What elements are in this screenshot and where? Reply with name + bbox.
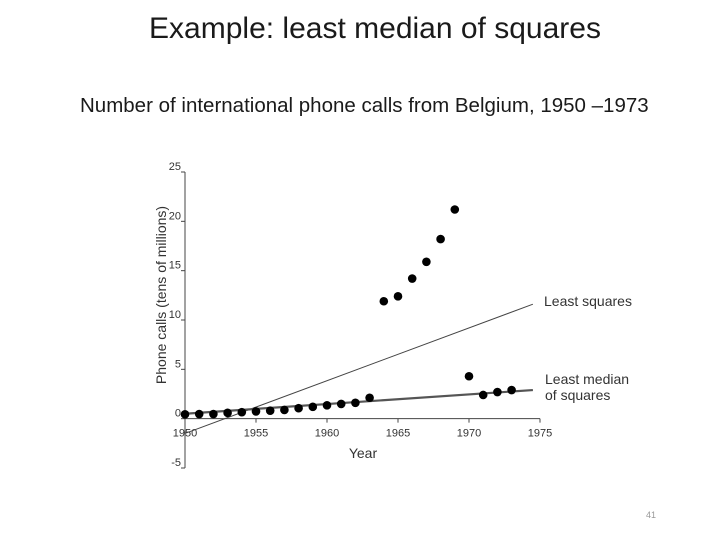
data-point (280, 405, 289, 415)
y-axis-title: Phone calls (tens of millions) (153, 206, 169, 384)
data-point (294, 403, 303, 413)
data-point (493, 387, 502, 397)
y-tick-label: -5 (171, 457, 181, 469)
data-point (209, 409, 218, 419)
least-squares-line (184, 303, 534, 434)
data-point (379, 296, 389, 306)
data-point (251, 407, 261, 416)
least-squares-label: Least squares (544, 293, 632, 309)
data-point (422, 257, 431, 267)
x-axis-title: Year (349, 445, 378, 461)
x-tick-label: 1965 (386, 428, 410, 440)
x-tick-label: 1970 (457, 428, 481, 440)
data-point (351, 398, 360, 408)
chart-axes: -5 0 5 10 15 20 25 1950 1955 1960 1965 1970 1975 Year… (153, 161, 552, 469)
data-points (180, 205, 516, 419)
y-tick-label: 25 (169, 161, 181, 173)
y-tick-label: 15 (169, 260, 181, 272)
data-point (265, 406, 275, 415)
x-tick-label: 1975 (528, 428, 552, 440)
data-point (223, 408, 232, 418)
data-point (478, 390, 488, 400)
x-tick-label: 1955 (244, 428, 268, 440)
data-point (407, 274, 417, 283)
least-median-of-squares-label: Least median of squares (545, 371, 629, 403)
data-point (237, 407, 247, 417)
y-tick-label: 0 (175, 408, 181, 420)
data-point (436, 234, 445, 244)
data-point (322, 401, 332, 410)
data-point (393, 292, 403, 301)
x-tick-label: 1950 (173, 428, 197, 440)
y-tick-label: 10 (169, 309, 181, 321)
chart-labels: Least squares Least median of squares (544, 293, 632, 403)
slide-subtitle: Number of international phone calls from… (80, 94, 649, 117)
fit-lines (184, 303, 534, 434)
data-point (365, 393, 374, 403)
x-tick-label: 1960 (315, 428, 339, 440)
data-point (308, 402, 318, 412)
y-tick-label: 20 (169, 210, 181, 222)
slide-title: Example: least median of squares (149, 12, 601, 45)
data-point (507, 385, 516, 395)
data-point (336, 399, 346, 409)
data-point (464, 371, 474, 381)
data-point (450, 205, 460, 214)
data-point (180, 410, 190, 419)
page-number: 41 (646, 510, 657, 520)
y-tick-label: 5 (175, 358, 181, 370)
data-point (194, 409, 204, 419)
